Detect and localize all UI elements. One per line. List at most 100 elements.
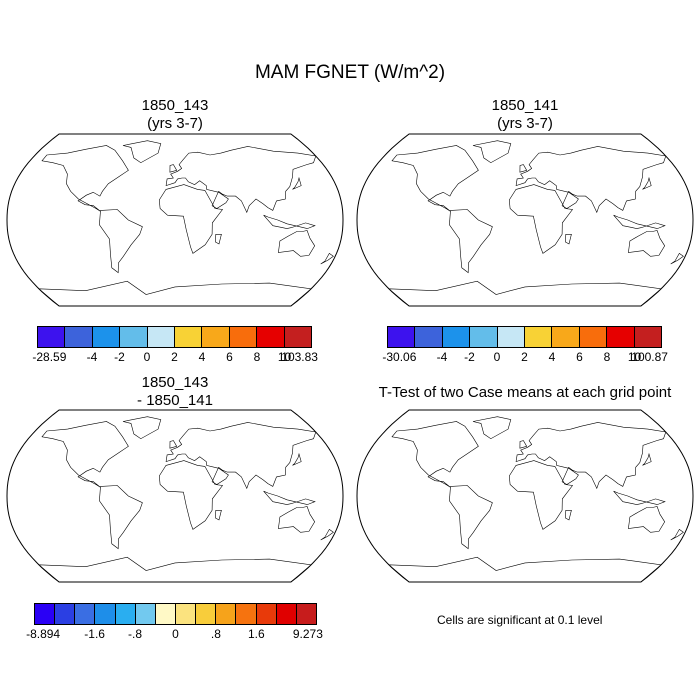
coastline-eurasia <box>515 146 667 214</box>
coastline-africa <box>158 460 224 530</box>
colorbar-swatch <box>196 604 217 624</box>
coastline-southAmerica <box>99 209 143 274</box>
colorbar-swatch <box>525 327 553 347</box>
colorbar-swatch <box>497 327 526 347</box>
significant-cell <box>618 561 653 577</box>
world-map-top-left <box>5 132 345 308</box>
colorbar-tick-label: -4 <box>436 350 448 364</box>
colorbar-swatch <box>147 327 176 347</box>
colorbar-tick-label: 0 <box>172 627 179 641</box>
data-region <box>184 220 212 249</box>
colorbar-tick-label: 2 <box>171 350 178 364</box>
coastline-indonesia <box>263 214 316 229</box>
coastline-nz <box>670 252 684 265</box>
world-map-bottom-right <box>356 409 694 583</box>
colorbar-tick-label: -8.894 <box>26 627 61 641</box>
significant-cell <box>534 465 543 471</box>
data-region <box>462 249 472 270</box>
colorbar-swatches <box>34 603 317 625</box>
coastline-greenland <box>122 416 162 440</box>
panel-title-bottom-left: 1850_143 - 1850_141 <box>80 374 270 410</box>
colorbar-swatch <box>75 604 96 624</box>
colorbar-tick-label: 8 <box>253 350 261 364</box>
colorbar-swatch <box>284 327 312 347</box>
map-border <box>6 133 344 307</box>
colorbar-tick-label: 0 <box>493 350 501 364</box>
data-region <box>202 177 228 196</box>
panel-title-top-right: 1850_141 (yrs 3-7) <box>430 97 620 133</box>
data-region <box>227 177 279 191</box>
data-region <box>281 239 313 255</box>
coastline-australia <box>628 506 666 533</box>
colorbar-tick-label: 4 <box>548 350 556 364</box>
map-border <box>356 409 694 583</box>
colorbar-tick-label: -30.06 <box>382 350 417 364</box>
data-region <box>184 496 212 527</box>
coastline-eurasia <box>165 146 317 214</box>
colorbar-swatch <box>135 604 156 624</box>
colorbar-top-left: -28.59 -4 -2 0 2 4 6 8 10 103.83 <box>32 326 318 366</box>
data-region <box>534 220 562 249</box>
coastline-antarctica <box>38 556 312 583</box>
data-region <box>631 239 663 255</box>
coastline-madagascar <box>215 234 222 245</box>
data-region <box>102 215 138 253</box>
colorbar-swatch <box>276 604 297 624</box>
colorbar-swatch <box>65 327 93 347</box>
coastline-northAmerica <box>41 145 129 212</box>
colorbar-tick-label: 103.83 <box>281 350 318 364</box>
colorbar-swatch <box>607 327 635 347</box>
coastline-eurasia <box>515 422 667 490</box>
land-base <box>5 408 345 584</box>
colorbar-swatch <box>229 327 258 347</box>
colorbar-swatches <box>387 326 662 348</box>
colorbar-swatch <box>216 604 237 624</box>
coastline-northAmerica <box>41 421 129 488</box>
colorbar-tick-label: 0 <box>143 350 151 364</box>
colorbar-tick-label: 1.6 <box>248 627 265 641</box>
map-border <box>356 133 694 307</box>
data-region <box>573 155 651 167</box>
world-map-top-right <box>356 133 694 307</box>
significant-cell <box>553 494 559 502</box>
colorbar-swatch <box>92 327 121 347</box>
colorbar-tick-label: 10 <box>277 350 292 364</box>
panel-title-bottom-right: T-Test of two Case means at each grid po… <box>378 384 672 401</box>
coastline-indonesia <box>613 490 666 505</box>
coastline-northAmerica <box>391 421 479 488</box>
data-region <box>161 467 212 491</box>
data-region <box>414 172 465 193</box>
coastline-southAmerica <box>99 485 143 550</box>
data-region <box>73 448 112 465</box>
coastline-africa <box>508 460 574 530</box>
coastline-eurasia <box>165 422 317 490</box>
significant-cell <box>645 515 659 523</box>
coastline-madagascar <box>215 510 222 521</box>
coastline-japan <box>642 452 652 466</box>
colorbar-tick-label: -1.6 <box>84 627 105 641</box>
coastline-australia <box>278 230 316 257</box>
data-region <box>112 249 122 270</box>
land-base <box>5 132 345 308</box>
coastline-uk <box>519 164 528 173</box>
colorbar-tick-label: 100.87 <box>631 350 668 364</box>
coastline-madagascar <box>565 234 572 245</box>
data-region <box>64 172 115 193</box>
significant-cell <box>574 437 583 444</box>
colorbar-swatch <box>634 327 662 347</box>
map-border <box>6 409 344 583</box>
data-region <box>47 429 129 453</box>
significant-cell <box>470 517 477 527</box>
coastline-nz <box>320 528 334 541</box>
colorbar-tick-label: 9.273 <box>292 627 323 641</box>
colorbar-swatch <box>296 604 316 624</box>
coastline-nz <box>670 528 684 541</box>
colorbar-swatch <box>175 327 203 347</box>
data-region <box>41 567 309 582</box>
colorbar-swatch <box>120 327 148 347</box>
data-region <box>191 434 240 453</box>
colorbar-tick-label: -.8 <box>128 627 143 641</box>
colorbar-tick-label: 6 <box>576 350 583 364</box>
coastline-southAmerica <box>449 485 493 550</box>
data-region <box>39 289 311 306</box>
